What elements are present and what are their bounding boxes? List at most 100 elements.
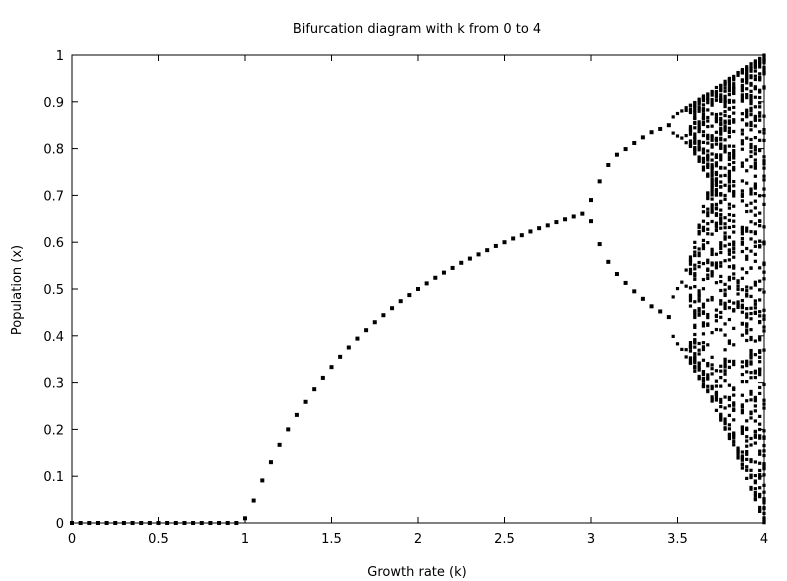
data-point bbox=[749, 352, 753, 357]
data-point bbox=[693, 103, 697, 108]
data-point bbox=[710, 143, 714, 147]
data-point bbox=[688, 299, 693, 303]
data-point bbox=[753, 184, 757, 188]
data-point bbox=[706, 149, 710, 153]
data-point bbox=[714, 327, 719, 332]
data-point bbox=[753, 87, 757, 91]
data-point bbox=[701, 103, 706, 107]
data-point bbox=[732, 184, 736, 188]
data-point bbox=[688, 357, 693, 361]
data-point bbox=[701, 358, 706, 362]
data-point bbox=[706, 273, 710, 277]
data-point bbox=[727, 98, 731, 102]
data-point bbox=[745, 399, 749, 403]
data-point bbox=[706, 135, 710, 139]
data-point bbox=[745, 136, 749, 140]
data-point bbox=[719, 158, 723, 162]
data-point bbox=[693, 352, 697, 356]
data-point bbox=[749, 220, 753, 224]
data-point bbox=[732, 436, 736, 440]
data-point bbox=[710, 247, 714, 251]
data-point bbox=[680, 109, 684, 113]
data-point bbox=[758, 486, 762, 490]
data-point bbox=[723, 94, 727, 98]
data-point bbox=[710, 395, 714, 399]
data-point bbox=[753, 259, 757, 263]
data-point bbox=[745, 68, 749, 72]
data-point bbox=[727, 115, 731, 119]
data-point bbox=[753, 206, 757, 210]
data-point bbox=[701, 379, 706, 383]
data-point bbox=[740, 267, 744, 271]
data-point bbox=[693, 272, 697, 276]
data-point bbox=[719, 112, 723, 116]
data-point bbox=[723, 357, 727, 361]
data-point bbox=[749, 65, 753, 69]
data-point bbox=[684, 268, 688, 272]
data-point bbox=[753, 460, 757, 464]
data-point bbox=[191, 521, 196, 525]
data-point bbox=[719, 121, 723, 126]
data-point bbox=[701, 376, 706, 381]
data-point bbox=[753, 118, 757, 122]
data-point bbox=[719, 288, 723, 293]
data-point bbox=[606, 259, 611, 264]
data-point bbox=[697, 363, 701, 367]
data-point bbox=[719, 261, 723, 265]
data-point bbox=[671, 115, 675, 119]
data-point bbox=[753, 339, 757, 343]
data-point bbox=[649, 304, 654, 309]
data-point bbox=[749, 294, 753, 299]
data-point bbox=[740, 411, 744, 415]
data-point bbox=[723, 222, 727, 226]
data-point bbox=[758, 495, 762, 499]
data-point bbox=[753, 404, 757, 408]
data-point bbox=[758, 370, 762, 374]
data-point bbox=[740, 450, 744, 454]
data-point bbox=[732, 160, 736, 165]
data-point bbox=[727, 157, 731, 162]
data-point bbox=[762, 61, 766, 65]
x-tick-label: 0.5 bbox=[148, 532, 169, 547]
y-tick-label: 1 bbox=[56, 49, 64, 64]
data-point bbox=[697, 251, 701, 255]
data-point bbox=[684, 141, 688, 145]
y-tick-label: 0.3 bbox=[43, 377, 64, 392]
data-point bbox=[680, 136, 684, 140]
data-point bbox=[693, 338, 697, 342]
data-point bbox=[753, 397, 757, 401]
data-point bbox=[740, 408, 744, 412]
data-point bbox=[727, 213, 731, 217]
data-point bbox=[758, 105, 762, 109]
data-point bbox=[749, 487, 753, 491]
data-point bbox=[727, 299, 731, 303]
data-point bbox=[688, 127, 693, 131]
data-point bbox=[684, 284, 688, 288]
data-point bbox=[714, 212, 719, 216]
data-point bbox=[706, 191, 710, 195]
data-point bbox=[693, 240, 697, 244]
data-point bbox=[723, 113, 727, 118]
data-point bbox=[753, 69, 757, 73]
data-point bbox=[693, 149, 697, 153]
data-point bbox=[758, 56, 762, 61]
data-point bbox=[762, 127, 766, 132]
data-point bbox=[697, 289, 701, 293]
x-axis-title: Growth rate (k) bbox=[367, 565, 466, 580]
data-point bbox=[697, 247, 701, 251]
data-point bbox=[740, 142, 744, 146]
data-point bbox=[714, 213, 719, 217]
data-point bbox=[732, 111, 736, 115]
data-point bbox=[732, 78, 736, 82]
data-point bbox=[710, 152, 714, 156]
data-point bbox=[758, 101, 762, 105]
data-point bbox=[632, 289, 637, 294]
data-point bbox=[658, 126, 663, 131]
data-point bbox=[753, 148, 757, 152]
data-point bbox=[710, 135, 714, 140]
data-point bbox=[320, 375, 325, 380]
data-point bbox=[727, 365, 731, 369]
data-point bbox=[753, 280, 757, 284]
data-point bbox=[697, 366, 701, 371]
data-point bbox=[745, 254, 749, 258]
